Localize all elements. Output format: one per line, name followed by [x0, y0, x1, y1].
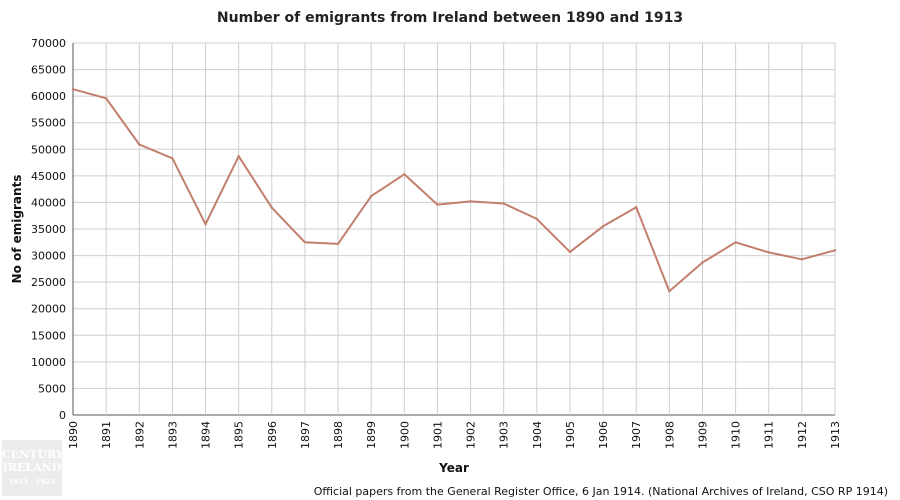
y-tick-label: 50000	[31, 143, 66, 156]
y-tick-label: 0	[59, 409, 66, 422]
y-tick-label: 15000	[31, 329, 66, 342]
source-note: Official papers from the General Registe…	[314, 485, 888, 498]
x-axis-label: Year	[438, 461, 469, 475]
data-point	[138, 143, 141, 146]
y-tick-label: 20000	[31, 303, 66, 316]
century-ireland-logo: CENTURY IRELAND 1913 · 1923	[2, 440, 64, 496]
x-axis-ticks: 1890 1891 1892 1893 1894 1895 1896 1897 1898 1899…	[67, 421, 842, 449]
x-tick-label: 1903	[498, 421, 511, 449]
data-point	[237, 154, 240, 158]
data-point	[104, 97, 108, 100]
y-tick-label: 55000	[31, 117, 66, 130]
x-tick-label: 1907	[630, 421, 643, 449]
series-line	[72, 88, 836, 293]
data-point	[635, 206, 638, 209]
x-tick-label: 1909	[696, 421, 709, 449]
chart-title: Number of emigrants from Ireland between…	[217, 10, 683, 26]
x-tick-label: 1890	[67, 421, 80, 449]
y-tick-label: 5000	[38, 382, 66, 395]
data-point	[171, 157, 174, 160]
data-point	[601, 225, 605, 228]
grid	[72, 42, 836, 416]
x-tick-label: 1899	[365, 421, 378, 449]
logo-line-2: IRELAND	[2, 461, 62, 474]
data-point	[800, 258, 804, 261]
data-point	[469, 200, 472, 203]
x-tick-label: 1913	[829, 421, 842, 449]
x-tick-label: 1891	[100, 421, 113, 449]
y-tick-label: 30000	[31, 250, 66, 263]
data-point	[403, 173, 406, 176]
x-tick-label: 1894	[200, 421, 213, 449]
data-point	[767, 251, 770, 254]
x-tick-label: 1892	[133, 421, 146, 449]
y-tick-label: 65000	[31, 64, 66, 77]
x-tick-label: 1895	[233, 421, 246, 449]
x-tick-label: 1901	[431, 421, 444, 449]
x-tick-label: 1908	[663, 421, 676, 449]
data-point	[734, 241, 737, 244]
y-tick-label: 25000	[31, 276, 66, 289]
data-point	[502, 202, 505, 205]
data-point	[204, 223, 207, 226]
y-tick-label: 35000	[31, 223, 66, 236]
x-tick-label: 1898	[332, 421, 345, 449]
y-tick-label: 10000	[31, 356, 66, 369]
x-tick-label: 1900	[398, 421, 411, 449]
y-axis-ticks: 0 5000 10000 15000 20000 25000 30000 35000 40000…	[31, 37, 66, 422]
data-point	[369, 194, 373, 198]
x-tick-label: 1902	[465, 421, 478, 449]
data-point	[568, 250, 572, 254]
x-tick-label: 1893	[166, 421, 179, 449]
data-point	[535, 217, 539, 221]
y-tick-label: 45000	[31, 170, 66, 183]
data-point	[436, 203, 439, 206]
series-layer	[71, 88, 837, 293]
x-tick-label: 1897	[299, 421, 312, 449]
data-point	[833, 249, 837, 252]
y-tick-label: 70000	[31, 37, 66, 50]
y-tick-label: 60000	[31, 90, 66, 103]
x-tick-label: 1896	[266, 421, 279, 449]
data-point	[701, 261, 704, 264]
x-tick-label: 1904	[531, 421, 544, 449]
data-point	[270, 206, 273, 209]
x-tick-label: 1912	[796, 421, 809, 449]
data-point	[71, 88, 75, 91]
x-tick-label: 1911	[763, 421, 776, 449]
y-axis-label: No of emigrants	[10, 175, 24, 284]
x-tick-label: 1906	[597, 421, 610, 449]
logo-line-3: 1913 · 1923	[8, 477, 56, 486]
x-tick-label: 1910	[730, 421, 743, 449]
x-tick-label: 1905	[564, 421, 577, 449]
logo-line-1: CENTURY	[2, 448, 64, 461]
data-point	[668, 289, 671, 293]
data-point	[303, 241, 307, 244]
y-tick-label: 40000	[31, 196, 66, 209]
data-point	[336, 242, 340, 246]
